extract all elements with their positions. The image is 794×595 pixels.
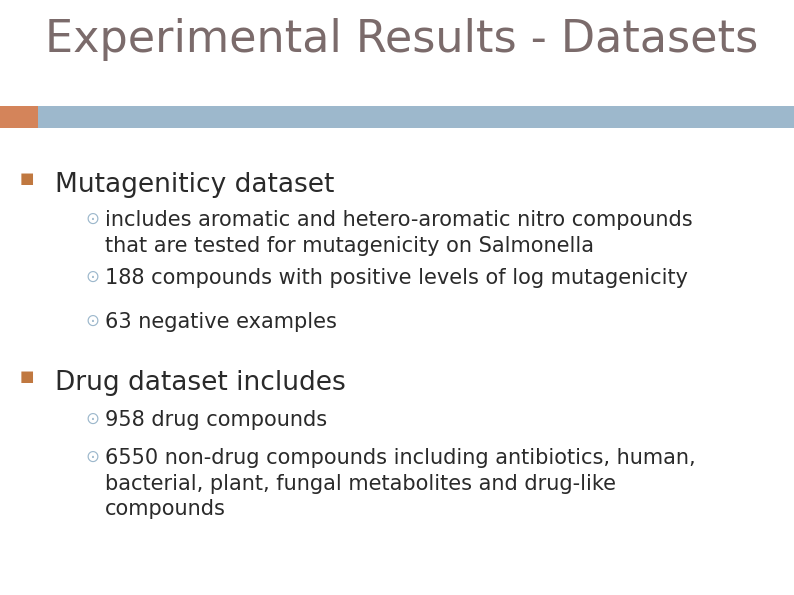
Text: 63 negative examples: 63 negative examples xyxy=(105,312,337,332)
Text: ⊙: ⊙ xyxy=(85,448,99,466)
Text: ■: ■ xyxy=(20,171,34,186)
Bar xyxy=(0,106,38,128)
Text: ⊙: ⊙ xyxy=(85,410,99,428)
Text: Mutageniticy dataset: Mutageniticy dataset xyxy=(55,172,334,198)
Text: Experimental Results - Datasets: Experimental Results - Datasets xyxy=(45,18,758,61)
Text: 6550 non-drug compounds including antibiotics, human,
bacterial, plant, fungal m: 6550 non-drug compounds including antibi… xyxy=(105,448,696,519)
Bar xyxy=(0,106,794,128)
Text: includes aromatic and hetero-aromatic nitro compounds
that are tested for mutage: includes aromatic and hetero-aromatic ni… xyxy=(105,210,692,256)
Text: 958 drug compounds: 958 drug compounds xyxy=(105,410,327,430)
Text: ⊙: ⊙ xyxy=(85,268,99,286)
Text: Drug dataset includes: Drug dataset includes xyxy=(55,370,345,396)
Text: ⊙: ⊙ xyxy=(85,312,99,330)
Text: ⊙: ⊙ xyxy=(85,210,99,228)
Text: 188 compounds with positive levels of log mutagenicity: 188 compounds with positive levels of lo… xyxy=(105,268,688,288)
Text: ■: ■ xyxy=(20,369,34,384)
